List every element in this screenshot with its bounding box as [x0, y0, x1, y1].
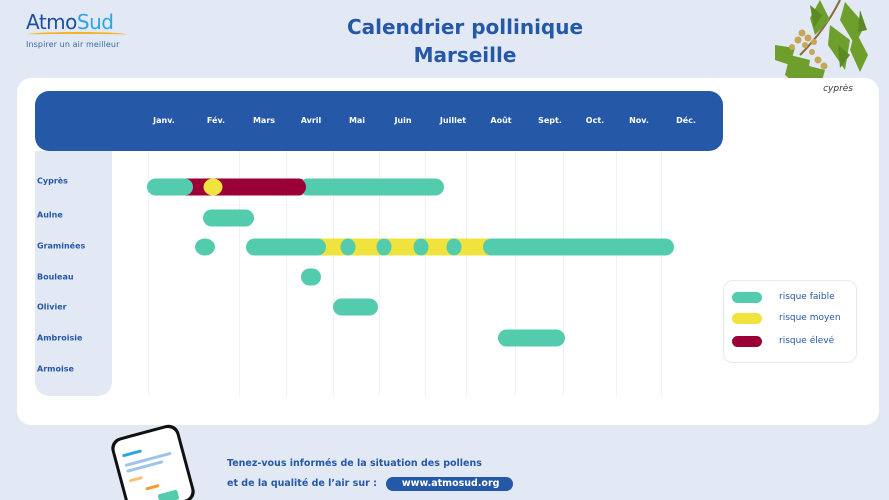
plant-label-graminees: Graminées [37, 241, 86, 251]
illustration-caption: cyprès [823, 84, 853, 94]
bar-olivier-faible [333, 298, 378, 316]
cta-line2: et de la qualité de l’air sur : [227, 478, 377, 489]
bar-graminees-faible [246, 238, 326, 256]
month-label: Juillet [439, 116, 467, 125]
month-label: Janv. [153, 116, 175, 125]
bar-graminees-moyen [307, 238, 507, 256]
legend: risque faible risque moyen risque élevé [723, 280, 857, 363]
month-label: Sept. [538, 116, 562, 125]
gridline [425, 151, 426, 396]
phone-illustration-icon [108, 422, 198, 500]
plant-label-ambroisie: Ambroisie [37, 333, 83, 343]
month-label: Nov. [629, 116, 649, 125]
gridline [379, 151, 380, 396]
logo-tagline: Inspirer un air meilleur [26, 40, 120, 49]
month-label: Avril [300, 116, 322, 125]
month-label: Mars [252, 116, 276, 125]
month-label: Août [490, 116, 512, 125]
calendar-card: cyprès Janv. Fév. Mars Avril Mai Juin Ju… [17, 78, 879, 425]
swatch-faible-icon [732, 291, 762, 303]
plant-label-cypres: Cyprès [37, 176, 68, 186]
gridline [286, 151, 287, 396]
cypress-branch-icon [775, 0, 868, 95]
cta-line1: Tenez-vous informés de la situation des … [227, 458, 482, 469]
month-label: Déc. [676, 116, 696, 125]
gridline [563, 151, 564, 396]
phone-screen [112, 425, 194, 500]
plant-sidebar [35, 151, 112, 396]
bar-cypres-eleve-end [287, 178, 306, 196]
month-label: Oct. [585, 116, 605, 125]
logo-swoosh-icon [28, 32, 126, 37]
bar-graminees-faible [483, 238, 674, 256]
dot-cypres-moyen [203, 178, 223, 196]
gridline [661, 151, 662, 396]
title-line1: Calendrier pollinique [346, 15, 584, 39]
bar-cypres-faible [299, 178, 444, 196]
months-header: Janv. Fév. Mars Avril Mai Juin Juillet A… [35, 91, 723, 151]
gridline [616, 151, 617, 396]
gridline [239, 151, 240, 396]
atmosud-logo: AtmoSud Inspirer un air meilleur [26, 10, 136, 49]
footer-cta: Tenez-vous informés de la situation des … [227, 454, 513, 494]
dot-graminees-faible [195, 238, 215, 256]
swatch-eleve-icon [732, 335, 762, 347]
legend-item-moyen: risque moyen [732, 312, 841, 324]
bar-aulne-faible [203, 209, 254, 227]
dot-graminees-faible [340, 238, 356, 256]
legend-item-faible: risque faible [732, 291, 835, 303]
dot-graminees-faible [446, 238, 462, 256]
plant-label-bouleau: Bouleau [37, 272, 74, 282]
swatch-moyen-icon [732, 312, 762, 324]
plant-label-aulne: Aulne [37, 210, 63, 220]
gridline [148, 151, 149, 396]
gridline [466, 151, 467, 396]
page-title: Calendrier pollinique Marseille [320, 13, 610, 69]
gridline [515, 151, 516, 396]
gridline [333, 151, 334, 396]
plant-label-armoise: Armoise [37, 364, 74, 374]
bar-bouleau-faible [301, 268, 321, 286]
dot-graminees-faible [413, 238, 429, 256]
legend-item-eleve: risque élevé [732, 335, 834, 347]
plant-label-olivier: Olivier [37, 302, 67, 312]
title-line2: Marseille [413, 43, 517, 67]
month-label: Mai [348, 116, 366, 125]
bar-ambroisie-faible [498, 329, 565, 347]
month-label: Juin [394, 116, 412, 125]
website-link[interactable]: www.atmosud.org [385, 477, 513, 491]
dot-graminees-faible [376, 238, 392, 256]
logo-wordmark: AtmoSud [26, 10, 114, 34]
bar-cypres-faible [147, 178, 193, 196]
month-label: Fév. [206, 116, 226, 125]
